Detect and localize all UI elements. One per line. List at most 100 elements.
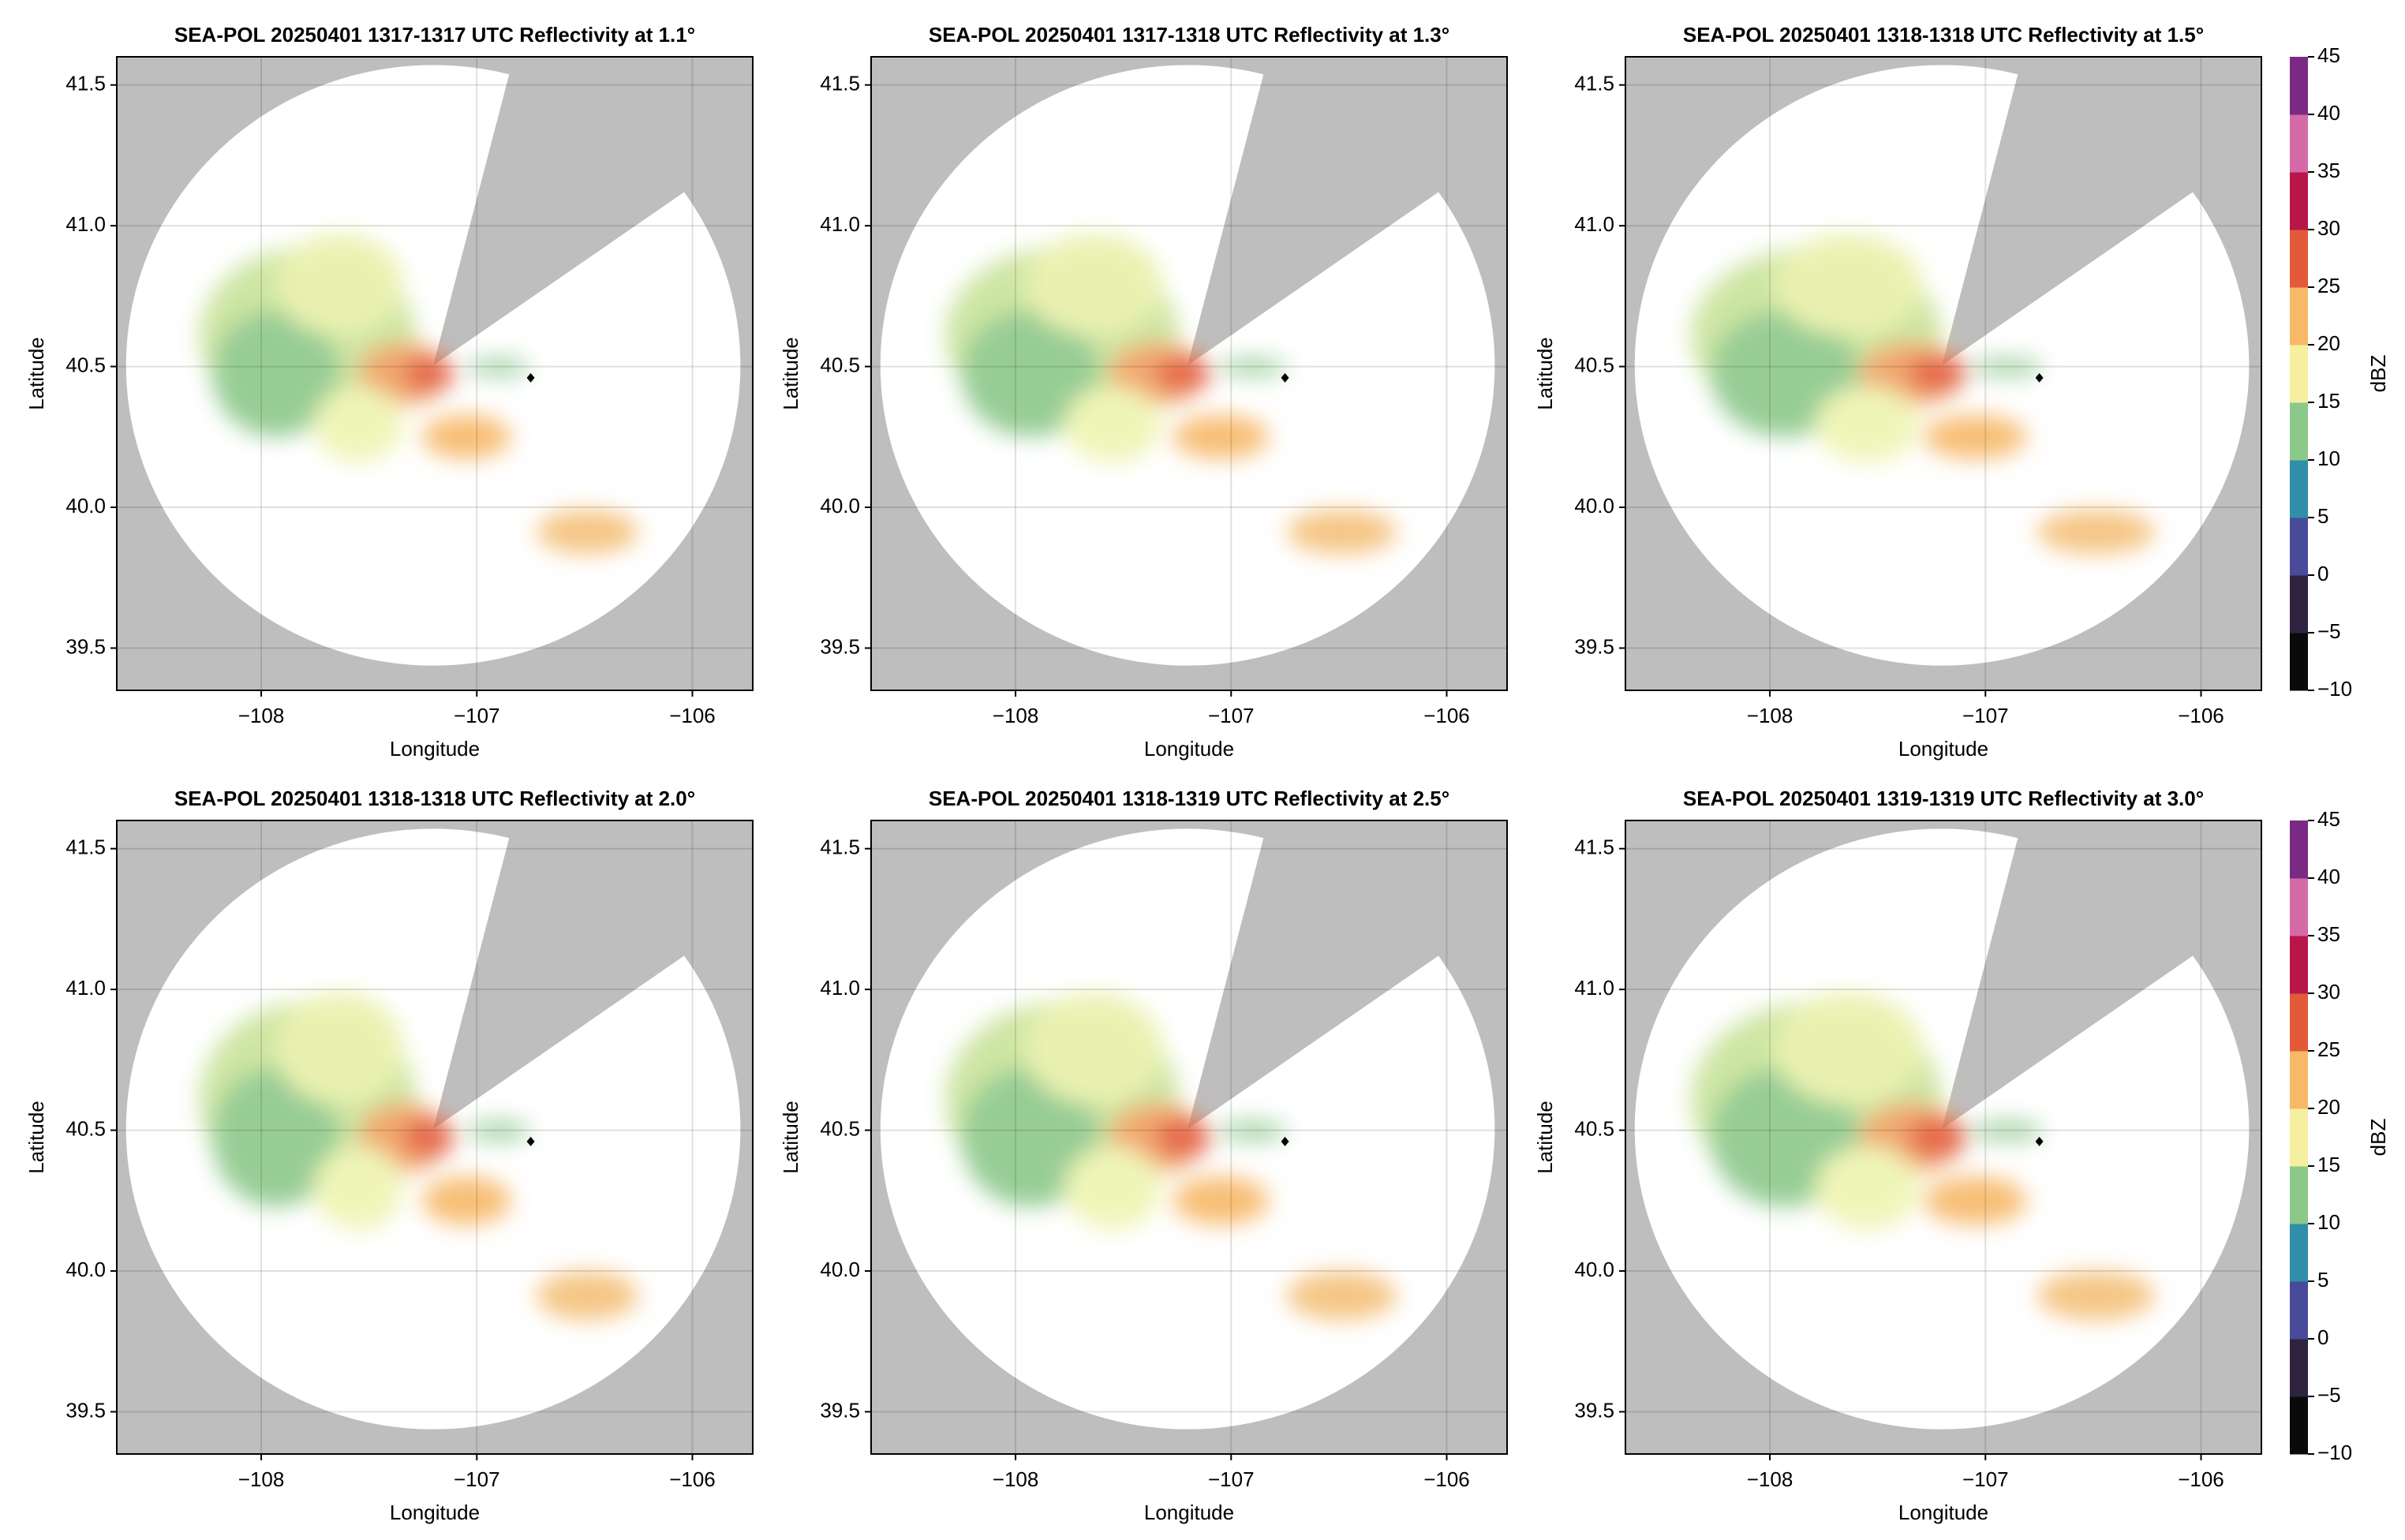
y-tick-label: 40.5 [65, 353, 106, 376]
station-marker [526, 372, 535, 383]
chart-title: SEA-POL 20250401 1317-1317 UTC Reflectiv… [174, 23, 695, 47]
y-tick-label: 40.0 [65, 1258, 106, 1281]
colorbar-tick-label: 40 [2317, 101, 2340, 125]
station-marker [2035, 372, 2044, 383]
y-axis-label: Latitude [779, 337, 802, 410]
echo [1286, 510, 1397, 555]
colorbar-tick-label: 45 [2317, 43, 2340, 67]
colorbar-tick-label: 25 [2317, 1037, 2340, 1061]
echo [1064, 386, 1161, 462]
echo [211, 310, 340, 437]
x-tick-label: −106 [2178, 704, 2224, 727]
echo [1173, 1176, 1270, 1225]
colorbar-tick-label: 45 [2317, 807, 2340, 831]
colorbar-band [2290, 345, 2308, 403]
x-tick-label: −106 [1423, 1467, 1470, 1491]
colorbar-band [2290, 878, 2308, 936]
y-tick-label: 39.5 [820, 634, 860, 658]
y-tick-label: 40.5 [65, 1116, 106, 1140]
plot-frame [870, 820, 1508, 1455]
y-tick-label: 40.5 [820, 1116, 860, 1140]
echo [2037, 510, 2156, 555]
x-axis-label: Longitude [1898, 1501, 1988, 1524]
echo [211, 1067, 340, 1207]
y-tick-label: 39.5 [65, 1398, 106, 1422]
echo [1774, 234, 1922, 336]
colorbar-tick-label: 10 [2317, 1210, 2340, 1234]
echo [536, 510, 638, 555]
colorbar-tick-label: 15 [2317, 389, 2340, 413]
echoes [944, 234, 1397, 555]
colorbar-tick-label: 0 [2317, 562, 2328, 585]
echo [1218, 357, 1288, 377]
colorbar-tick-label: −10 [2317, 1441, 2352, 1464]
x-tick-label: −108 [1747, 1467, 1793, 1491]
x-axis-label: Longitude [1144, 1501, 1234, 1524]
colorbar-tick-label: 30 [2317, 216, 2340, 240]
x-tick-label: −108 [993, 1467, 1039, 1491]
echo [1969, 357, 2044, 377]
y-tick-label: 41.0 [820, 976, 860, 1000]
x-tick-label: −107 [454, 704, 500, 727]
plot-frame [1625, 820, 2262, 1455]
y-tick-label: 41.5 [1574, 835, 1614, 859]
echoes [199, 992, 638, 1321]
x-tick-label: −107 [1962, 704, 2009, 727]
colorbar-tick-label: 30 [2317, 980, 2340, 1004]
y-tick-label: 41.5 [65, 72, 106, 95]
echo [1907, 354, 1967, 393]
colorbar-band [2290, 1396, 2308, 1455]
colorbar-tick-label: −10 [2317, 677, 2352, 701]
colorbar-band [2290, 287, 2308, 346]
y-tick-label: 40.0 [65, 494, 106, 518]
echoes [199, 234, 638, 555]
panel: −108 −107 −106 39.5 40.0 40.5 41.0 41.5 SEA-POL … [779, 23, 1508, 761]
y-tick-label: 39.5 [1574, 1398, 1614, 1422]
y-tick-label: 41.0 [65, 976, 106, 1000]
echoes [944, 992, 1397, 1321]
x-tick-label: −107 [1208, 704, 1255, 727]
chart-title: SEA-POL 20250401 1318-1318 UTC Reflectiv… [1683, 23, 2204, 47]
colorbar-band [2290, 575, 2308, 634]
panel: −108 −107 −106 39.5 40.0 40.5 41.0 41.5 SEA-POL … [1533, 23, 2390, 761]
colorbar-tick-label: 25 [2317, 274, 2340, 297]
colorbar-label: dBZ [2366, 1119, 2390, 1157]
echo [1923, 414, 2027, 459]
panel: −108 −107 −106 39.5 40.0 40.5 41.0 41.5 SEA-POL … [1533, 787, 2390, 1524]
x-tick-label: −108 [238, 1467, 285, 1491]
x-tick-label: −107 [454, 1467, 500, 1491]
echo [466, 357, 530, 377]
echo [1155, 1116, 1210, 1158]
colorbar-tick-label: 35 [2317, 922, 2340, 946]
echo [275, 992, 403, 1105]
station-marker [526, 1136, 535, 1146]
colorbar-band [2290, 57, 2308, 115]
colorbar-tick-label: −5 [2317, 619, 2341, 643]
colorbar-tick-label: 0 [2317, 1325, 2328, 1349]
echo [466, 1120, 530, 1142]
echo [1218, 1120, 1288, 1142]
station-marker [1281, 1136, 1289, 1146]
colorbar-band [2290, 1224, 2308, 1282]
colorbar-tick-label: 35 [2317, 159, 2340, 182]
y-tick-label: 39.5 [820, 1398, 860, 1422]
x-tick-label: −108 [1747, 704, 1793, 727]
x-tick-label: −106 [2178, 1467, 2224, 1491]
echo [313, 1146, 403, 1230]
y-tick-label: 39.5 [1574, 634, 1614, 658]
plot-frame [870, 56, 1508, 691]
y-tick-label: 41.0 [1574, 212, 1614, 236]
echo [536, 1271, 638, 1321]
colorbar-band [2290, 1108, 2308, 1167]
y-tick-label: 40.0 [820, 1258, 860, 1281]
echo [1025, 234, 1163, 336]
echo [1815, 386, 1919, 462]
y-tick-label: 40.0 [1574, 1258, 1614, 1281]
colorbar-tick-label: 15 [2317, 1153, 2340, 1176]
colorbar-band [2290, 460, 2308, 518]
y-axis-label: Latitude [24, 337, 48, 410]
y-tick-label: 41.0 [820, 212, 860, 236]
y-axis-label: Latitude [24, 1101, 48, 1174]
